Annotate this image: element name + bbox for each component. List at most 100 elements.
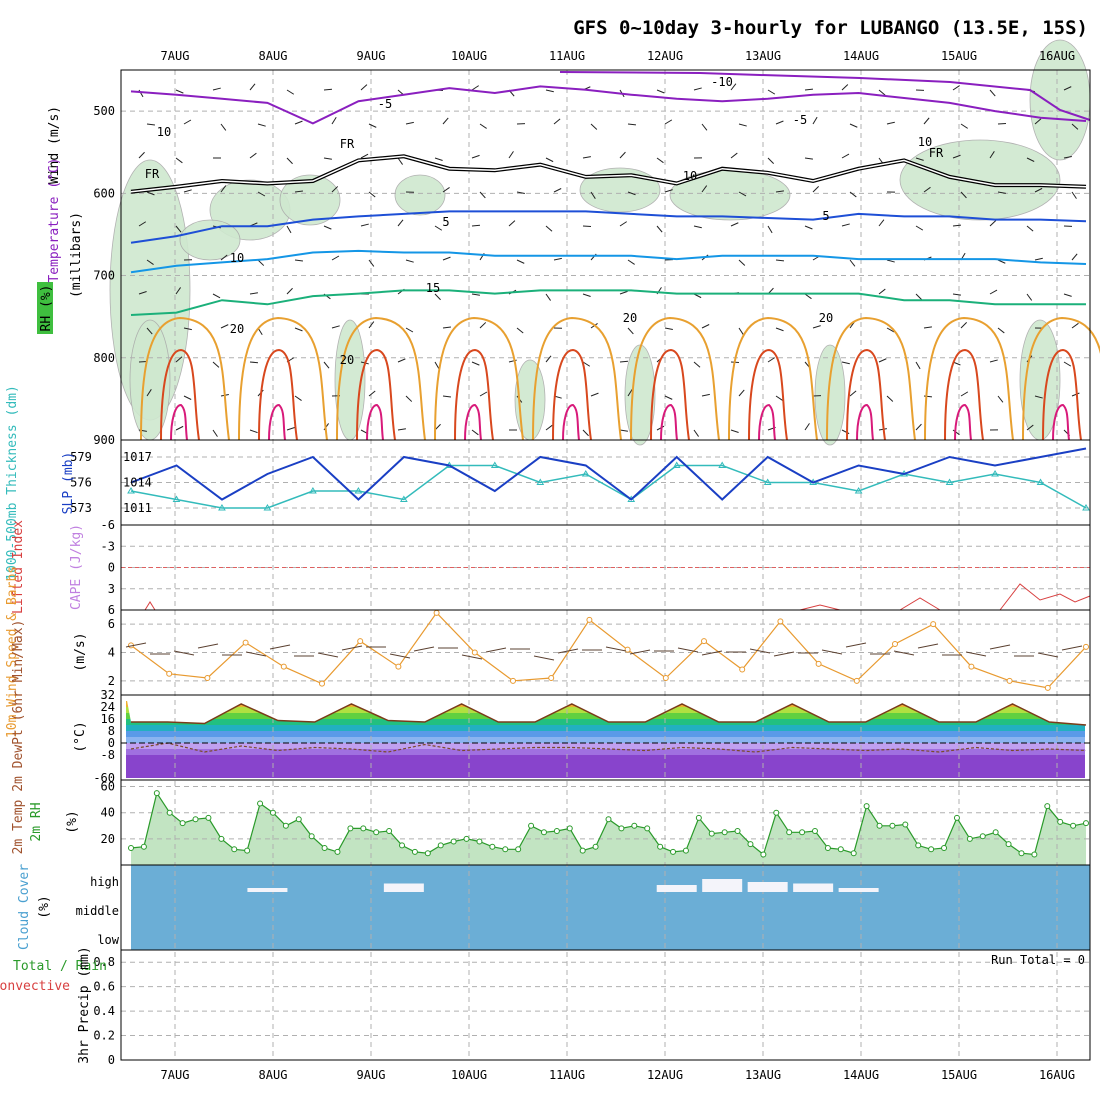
rh2m-axis-label: 2m RH <box>29 802 44 841</box>
wind-barb <box>730 222 739 227</box>
rh-marker <box>476 838 483 845</box>
wind-barb <box>1071 392 1080 397</box>
wind-barb-10m <box>317 652 339 658</box>
rh-marker <box>553 828 560 834</box>
rh-marker <box>631 822 638 829</box>
date-label-top: 11AUG <box>549 49 585 63</box>
wind-barb-10m <box>965 651 987 657</box>
wind-barb <box>146 259 154 265</box>
pressure-tick-label: 700 <box>93 269 115 283</box>
wind-barb <box>812 185 820 193</box>
lifted-tick-label: -6 <box>101 518 115 532</box>
date-label-bottom: 14AUG <box>843 1068 879 1082</box>
temp2m-axis-label: 2m Temp 2m DewPt (6hr Min/Max) <box>11 620 26 855</box>
wind-barb <box>479 322 487 329</box>
thickness-marker <box>945 478 954 485</box>
cloud-high-bar <box>793 883 834 892</box>
wind-barb <box>323 88 333 91</box>
wind-barb-10m <box>197 643 219 649</box>
contour-label: 15 <box>426 281 440 295</box>
fill-layer <box>37 39 1091 950</box>
wind-speed-marker <box>1044 684 1051 691</box>
date-label-top: 15AUG <box>941 49 977 63</box>
thickness-marker <box>718 461 727 468</box>
temperature-contour-30 <box>954 403 972 441</box>
wind10-axis-label: 10m Wind Speed & Barbs <box>5 566 20 738</box>
rh-marker <box>644 825 651 832</box>
wind-barb <box>775 259 785 262</box>
wind-barb <box>989 89 996 97</box>
wind-barb <box>804 157 813 160</box>
contour-label: 10 <box>157 125 171 139</box>
cloud-high-bar <box>838 888 879 892</box>
thickness-marker <box>354 487 363 494</box>
wind-barb <box>804 88 814 91</box>
rh-marker <box>386 828 393 834</box>
rh-marker <box>373 829 380 836</box>
wind-speed-marker <box>853 677 860 684</box>
wind-speed-marker <box>204 675 211 681</box>
wind-barb <box>656 157 664 164</box>
wind-barb <box>804 225 813 230</box>
rh-marker <box>192 816 199 823</box>
wind-barb <box>664 189 673 193</box>
wind-speed-marker <box>930 621 937 628</box>
freezing-level-line-inner <box>130 155 1087 193</box>
cape-axis-label: CAPE (J/kg) <box>69 524 84 610</box>
wind-barb <box>627 259 635 265</box>
wind-barb-10m <box>461 654 483 660</box>
contour-label: 10 <box>918 135 932 149</box>
thickness-axis-label: 1000-500mb Thickness (dm) <box>5 385 20 581</box>
wind-barb-10m <box>389 653 411 659</box>
temperature-contour-30 <box>758 403 776 441</box>
cloud-background <box>131 865 1090 950</box>
lifted-index-line <box>144 601 156 611</box>
rh-marker <box>153 790 160 797</box>
contour-label: 10 <box>230 251 244 265</box>
rh-axis-label: RH (%) <box>39 285 54 332</box>
wind-barb-10m <box>413 646 435 652</box>
rh-marker <box>979 833 986 840</box>
rh-marker <box>269 809 276 816</box>
contour-label: 5 <box>442 215 449 229</box>
date-label-bottom: 16AUG <box>1039 1068 1075 1082</box>
wind-barb <box>841 223 850 227</box>
wind-barb <box>220 123 227 131</box>
wind-barb <box>849 390 857 397</box>
wind-barb <box>656 89 665 94</box>
cloud-high-bar <box>656 885 697 892</box>
rh-marker <box>579 847 586 854</box>
wind-barb <box>701 324 710 329</box>
wind-barb <box>175 89 184 94</box>
wind-speed-marker <box>280 663 287 670</box>
temperature-contour-25 <box>650 348 690 441</box>
wind-barb <box>368 191 376 198</box>
wind-barb <box>960 191 967 199</box>
precip-tick-label: 0.6 <box>93 980 115 994</box>
precip-convective-label: Convective <box>0 979 70 994</box>
temperature-contour <box>130 210 1087 244</box>
rh-marker <box>295 816 302 823</box>
contour-label: -10 <box>711 75 733 89</box>
rh-marker <box>1070 822 1077 829</box>
wind-barb <box>368 123 377 128</box>
wind-barb <box>405 121 414 125</box>
temperature-contour <box>130 85 1087 125</box>
lifted-tick-label: 3 <box>108 582 115 596</box>
thickness-marker <box>672 461 681 468</box>
contour-label: 20 <box>340 353 354 367</box>
temperature-contour-25 <box>454 348 494 441</box>
wind-barb <box>175 157 183 164</box>
wind-barb <box>442 256 451 261</box>
date-label-bottom: 12AUG <box>647 1068 683 1082</box>
rh-marker <box>282 822 289 829</box>
lifted-axis-label: Lifted Index <box>11 520 26 614</box>
lifted-tick-label: 6 <box>108 603 115 617</box>
rh-marker <box>1083 820 1089 827</box>
wind-barb <box>923 326 932 329</box>
temperature-contour-20 <box>532 316 622 441</box>
date-label-bottom: 11AUG <box>549 1068 585 1082</box>
wind-barb <box>553 188 562 193</box>
wind-barb <box>360 84 368 91</box>
rh-marker <box>540 829 547 836</box>
